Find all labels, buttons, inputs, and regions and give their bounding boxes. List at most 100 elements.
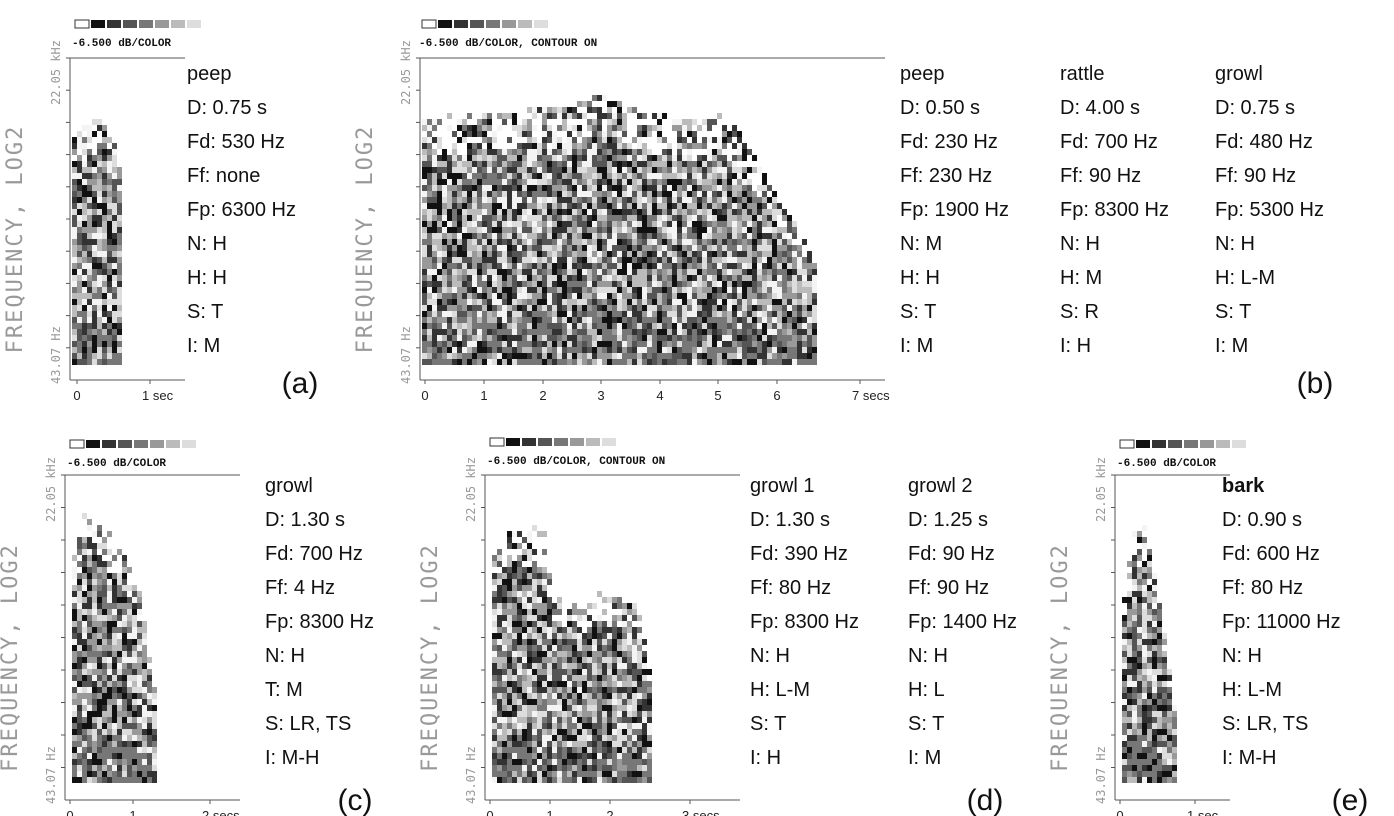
spectrogram-cell [452,299,457,305]
spectrogram-cell [517,777,522,783]
spectrogram-cell [452,281,457,287]
spectrogram-cell [532,215,537,221]
spectrogram-cell [482,323,487,329]
spectrogram-cell [672,275,677,281]
spectrogram-cell [442,329,447,335]
spectrogram-cell [112,233,117,239]
spectrogram-cell [727,221,732,227]
spectrogram-cell [727,341,732,347]
spectrogram-cell [572,251,577,257]
spectrogram-cell [507,687,512,693]
spectrogram-cell [647,125,652,131]
spectrogram-cell [132,729,137,735]
spectrogram-cell [87,281,92,287]
spectrogram-cell [707,299,712,305]
spectrogram-cell [422,269,427,275]
spectrogram-cell [77,669,82,675]
spectrogram-cell [537,645,542,651]
spectrogram-cell [152,717,157,723]
spectrogram-cell [102,615,107,621]
spectrogram-cell [137,729,142,735]
spectrogram-cell [582,657,587,663]
spectrogram-cell [522,735,527,741]
spectrogram-cell [762,209,767,215]
spectrogram-cell [102,221,107,227]
spectrogram-cell [487,245,492,251]
spectrogram-cell [507,317,512,323]
spectrogram-cell [77,191,82,197]
spectrogram-cell [752,245,757,251]
spectrogram-cell [577,269,582,275]
spectrogram-cell [582,185,587,191]
spectrogram-cell [512,681,517,687]
spectrogram-cell [567,263,572,269]
spectrogram-cell [462,203,467,209]
spectrogram-cell [517,765,522,771]
spectrogram-cell [717,293,722,299]
spectrogram-cell [512,735,517,741]
spectrogram-cell [72,149,77,155]
spectrogram-cell [602,705,607,711]
spectrogram-cell [577,675,582,681]
spectrogram-cell [792,359,797,365]
spectrogram-cell [627,753,632,759]
spectrogram-cell [577,335,582,341]
spectrogram-cell [512,185,517,191]
spectrogram-cell [132,633,137,639]
spectrogram-cell [622,179,627,185]
spectrogram-cell [617,215,622,221]
spectrogram-cell [492,609,497,615]
spectrogram-cell [92,311,97,317]
spectrogram-cell [787,353,792,359]
spectrogram-cell [117,185,122,191]
spectrogram-cell [97,627,102,633]
spectrogram-cell [507,341,512,347]
spectrogram-cell [592,215,597,221]
spectrogram-cell [522,759,527,765]
call-attribute: H: H [900,267,940,289]
spectrogram-cell [77,729,82,735]
spectrogram-cell [122,651,127,657]
spectrogram-cell [572,245,577,251]
spectrogram-cell [762,215,767,221]
spectrogram-cell [677,215,682,221]
spectrogram-cell [602,293,607,299]
spectrogram-cell [467,347,472,353]
spectrogram-cell [507,645,512,651]
spectrogram-cell [87,633,92,639]
spectrogram-cell [637,185,642,191]
spectrogram-cell [97,615,102,621]
spectrogram-cell [77,741,82,747]
spectrogram-cell [547,347,552,353]
spectrogram-cell [782,251,787,257]
spectrogram-cell [477,227,482,233]
spectrogram-cell [597,615,602,621]
spectrogram-cell [617,663,622,669]
spectrogram-cell [472,281,477,287]
spectrogram-cell [72,233,77,239]
spectrogram-cell [522,269,527,275]
spectrogram-cell [422,239,427,245]
spectrogram-cell [117,305,122,311]
spectrogram-cell [657,287,662,293]
spectrogram-cell [532,125,537,131]
spectrogram-cell [97,531,102,537]
spectrogram-cell [617,735,622,741]
spectrogram-cell [117,167,122,173]
spectrogram-cell [87,561,92,567]
spectrogram-cell [107,335,112,341]
spectrogram-cell [427,263,432,269]
spectrogram-cell [87,705,92,711]
spectrogram-cell [82,359,87,365]
spectrogram-cell [112,305,117,311]
spectrogram-cell [497,335,502,341]
spectrogram-cell [517,597,522,603]
spectrogram-cell [112,615,117,621]
spectrogram-cell [542,179,547,185]
spectrogram-cell [427,317,432,323]
spectrogram-cell [622,305,627,311]
spectrogram-cell [502,281,507,287]
spectrogram-cell [442,251,447,257]
spectrogram-cell [557,777,562,783]
spectrogram-cell [622,609,627,615]
